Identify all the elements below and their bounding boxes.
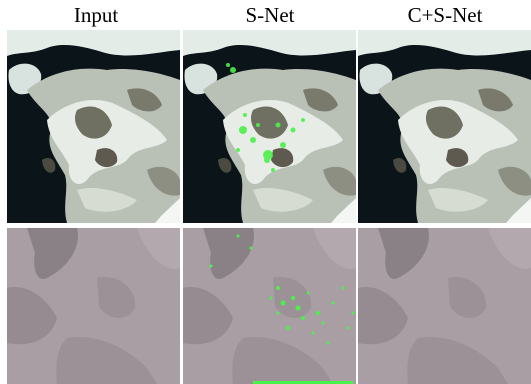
image-csnet-1 [358, 30, 531, 223]
image-input-2 [7, 228, 180, 384]
column-header: S-Net [246, 3, 295, 27]
column-header: Input [74, 3, 118, 27]
image-input-1 [7, 30, 180, 223]
image-snet-1 [183, 30, 356, 223]
image-csnet-2 [358, 228, 531, 384]
image-snet-2 [183, 228, 356, 384]
column-header: C+S-Net [408, 3, 483, 27]
figure: Input S-Net C+S-Net [0, 0, 531, 384]
